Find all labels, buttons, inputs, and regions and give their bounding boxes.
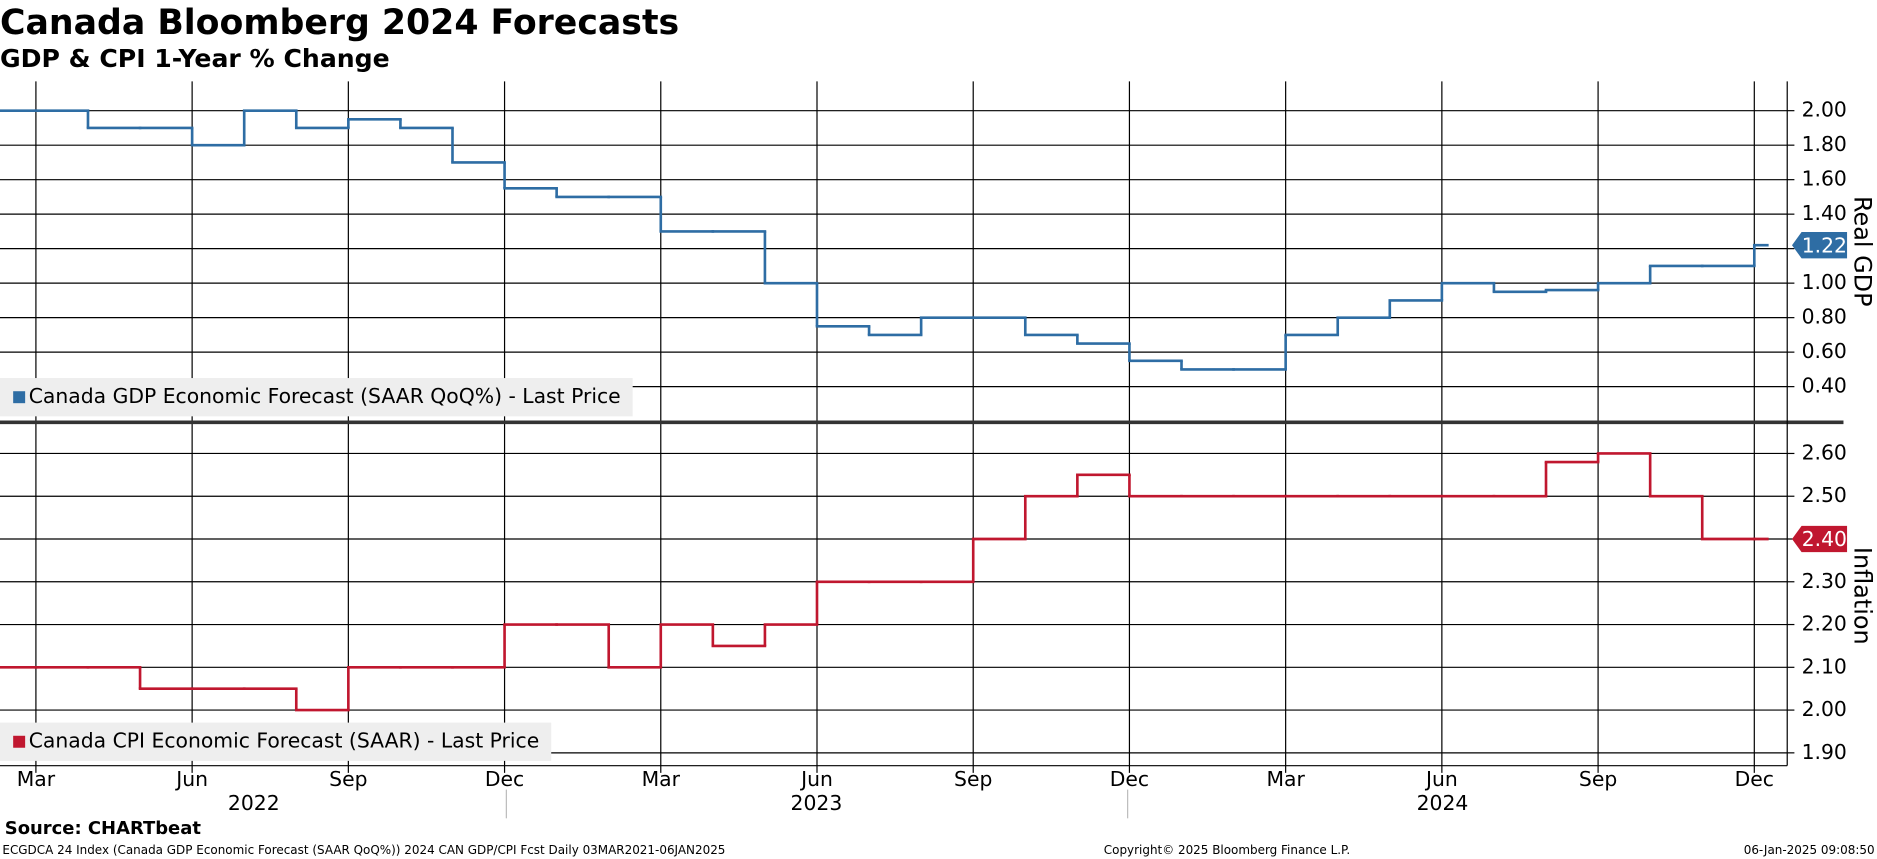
y-tick-label: 2.00 xyxy=(1802,697,1847,721)
footer-info: ECGDCA 24 Index (Canada GDP Economic For… xyxy=(2,843,725,857)
y-tick-label: 0.40 xyxy=(1802,374,1847,398)
source: Source: CHARTbeat xyxy=(5,818,202,839)
y-tick-label: 2.50 xyxy=(1802,483,1847,507)
x-tick-label: Dec xyxy=(1735,767,1774,791)
x-tick-label: Dec xyxy=(485,767,524,791)
y-tick-label: 1.40 xyxy=(1802,201,1847,225)
last-value-label: 2.40 xyxy=(1802,527,1847,551)
legend-swatch xyxy=(13,735,26,748)
legend-label: Canada GDP Economic Forecast (SAAR QoQ%)… xyxy=(29,384,621,408)
y-tick-label: 2.20 xyxy=(1802,612,1847,636)
x-tick-label: Sep xyxy=(1579,767,1617,791)
y-tick-label: 2.60 xyxy=(1802,440,1847,464)
x-tick-label: Sep xyxy=(329,767,367,791)
y-tick-label: 1.90 xyxy=(1802,740,1847,764)
legend-box xyxy=(0,722,552,761)
x-tick-label: Jun xyxy=(174,767,208,791)
x-tick-label: Mar xyxy=(17,767,56,791)
year-label: 2023 xyxy=(791,791,843,815)
timestamp: 06-Jan-2025 09:08:50 xyxy=(1744,843,1875,857)
last-value-badge xyxy=(1792,525,1848,553)
last-value-label: 1.22 xyxy=(1802,233,1847,257)
y-tick-label: 0.80 xyxy=(1802,305,1847,329)
y-axis-label: Inflation xyxy=(1848,547,1876,645)
y-tick-label: 0.60 xyxy=(1802,339,1847,363)
legend-box xyxy=(0,378,633,417)
y-tick-label: 1.80 xyxy=(1802,132,1847,156)
x-tick-label: Dec xyxy=(1110,767,1149,791)
x-tick-label: Mar xyxy=(642,767,681,791)
x-tick-label: Jun xyxy=(799,767,833,791)
legend-swatch xyxy=(13,391,26,404)
copyright: Copyright© 2025 Bloomberg Finance L.P. xyxy=(1104,843,1350,857)
y-tick-label: 1.60 xyxy=(1802,167,1847,191)
y-tick-label: 2.00 xyxy=(1802,98,1847,122)
y-tick-label: 2.10 xyxy=(1802,654,1847,678)
chart-title: Canada Bloomberg 2024 Forecasts xyxy=(0,3,679,43)
x-tick-label: Jun xyxy=(1424,767,1458,791)
legend-label: Canada CPI Economic Forecast (SAAR) - La… xyxy=(29,729,540,753)
chart-subtitle: GDP & CPI 1-Year % Change xyxy=(0,44,390,73)
x-tick-label: Mar xyxy=(1266,767,1305,791)
year-label: 2022 xyxy=(228,791,280,815)
x-tick-label: Sep xyxy=(954,767,992,791)
last-value-badge xyxy=(1792,232,1848,259)
y-tick-label: 2.30 xyxy=(1802,569,1847,593)
y-axis-label: Real GDP xyxy=(1848,196,1876,307)
y-tick-label: 1.00 xyxy=(1802,270,1847,294)
year-label: 2024 xyxy=(1417,791,1469,815)
